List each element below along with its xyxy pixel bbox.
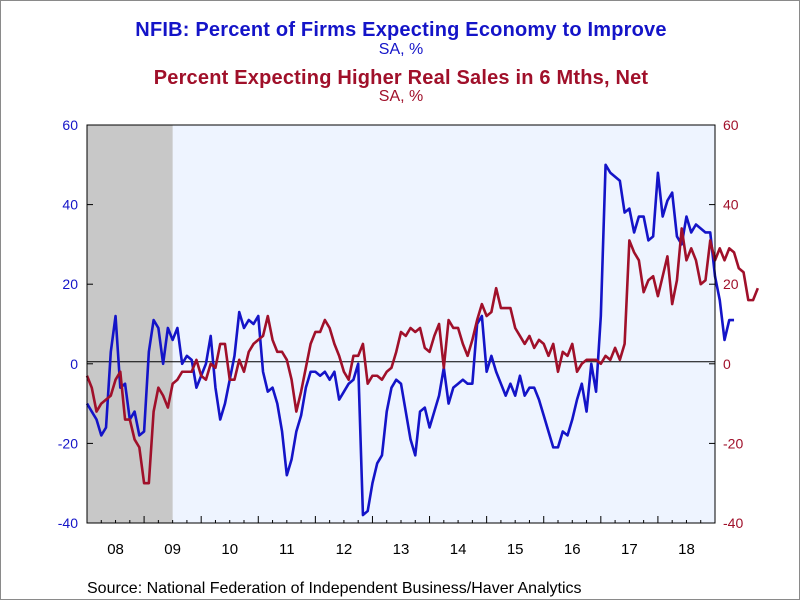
right-axis-tick-label: 20	[723, 276, 739, 292]
x-axis-tick-label: 08	[107, 541, 124, 558]
x-axis-tick-label: 12	[336, 541, 353, 558]
x-axis-tick-label: 13	[393, 541, 410, 558]
x-axis-tick-label: 17	[621, 541, 638, 558]
x-axis-tick-label: 15	[507, 541, 524, 558]
x-axis-tick-label: 09	[164, 541, 181, 558]
left-axis-tick-label: 20	[62, 276, 78, 292]
left-axis-tick-label: 60	[62, 117, 78, 133]
right-axis-tick-label: 0	[723, 356, 731, 372]
left-axis-tick-label: -20	[58, 435, 78, 451]
right-axis-tick-label: -20	[723, 435, 743, 451]
recession-shading	[87, 125, 173, 523]
chart-subtitle-primary: SA, %	[378, 41, 424, 58]
series-line-1	[85, 163, 735, 517]
x-axis-tick-label: 18	[678, 541, 695, 558]
series-layer	[85, 163, 760, 517]
left-axis-tick-label: 40	[62, 197, 78, 213]
series-line-2	[85, 227, 760, 485]
right-axis-tick-label: 40	[723, 197, 739, 213]
left-axis-tick-label: -40	[58, 515, 78, 531]
plot-area-background	[87, 125, 715, 523]
chart-subtitle-secondary: SA, %	[378, 88, 424, 105]
x-axis-tick-label: 14	[450, 541, 467, 558]
x-axis-tick-label: 11	[279, 541, 295, 558]
right-axis-tick-label: -40	[723, 515, 743, 531]
x-axis-tick-label: 10	[221, 541, 238, 558]
source-note: Source: National Federation of Independe…	[87, 580, 582, 597]
left-axis-tick-label: 0	[70, 356, 78, 372]
axes-layer: -40 -20 0 20 40 60 -40 -20 0 20 40 60 08 09 10 11 12 13 14…	[58, 117, 744, 558]
chart-title-primary: NFIB: Percent of Firms Expecting Economy…	[135, 19, 667, 41]
chart-title-secondary: Percent Expecting Higher Real Sales in 6…	[153, 67, 649, 89]
x-axis-tick-label: 16	[564, 541, 581, 558]
right-axis-tick-label: 60	[723, 117, 739, 133]
